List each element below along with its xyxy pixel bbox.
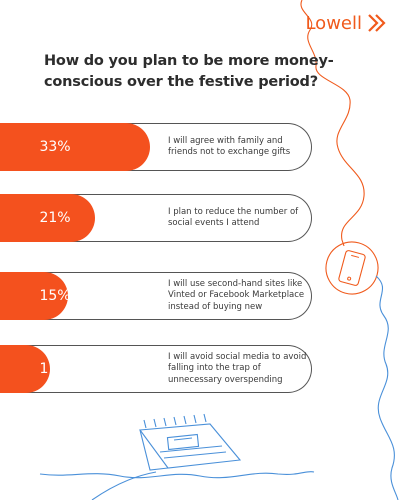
blue-floor-line: [39, 471, 315, 479]
bar-value-label: 11%: [39, 361, 71, 377]
bar-outline: [0, 345, 312, 393]
bar-category-label: I will agree with family and friends not…: [168, 135, 291, 158]
bar-value-label: 21%: [39, 210, 71, 226]
bar-row: 21% I plan to reduce the number of social…: [0, 194, 315, 244]
bar-category-label: I will avoid social media to avoid falli…: [168, 351, 307, 385]
chart-title: How do you plan to be more money-conscio…: [44, 53, 334, 90]
lowell-chevrons-icon: [368, 14, 386, 32]
bar: [0, 272, 68, 320]
lowell-logo: Lowell: [305, 12, 388, 34]
blue-string-line: [375, 275, 399, 500]
bar: [0, 123, 150, 171]
bar-row: 15% I will use second-hand sites like Vin…: [0, 272, 315, 322]
smartphone-icon: [325, 241, 379, 295]
calendar-icon: [138, 413, 242, 471]
bar: [0, 194, 95, 242]
bar-value-label: 33%: [39, 139, 71, 155]
bar: [0, 345, 50, 393]
bar-row: 33% I will agree with family and friends …: [0, 123, 315, 173]
bar-row: 11% I will avoid social media to avoid fa…: [0, 345, 315, 395]
bar-category-label: I plan to reduce the number of social ev…: [168, 206, 299, 229]
bar-category-label: I will use second-hand sites like Vinted…: [168, 278, 305, 312]
logo-text: Lowell: [305, 12, 362, 34]
bar-value-label: 15%: [39, 288, 71, 304]
orange-string-line: [300, 0, 365, 247]
blue-left-curve: [91, 471, 157, 500]
